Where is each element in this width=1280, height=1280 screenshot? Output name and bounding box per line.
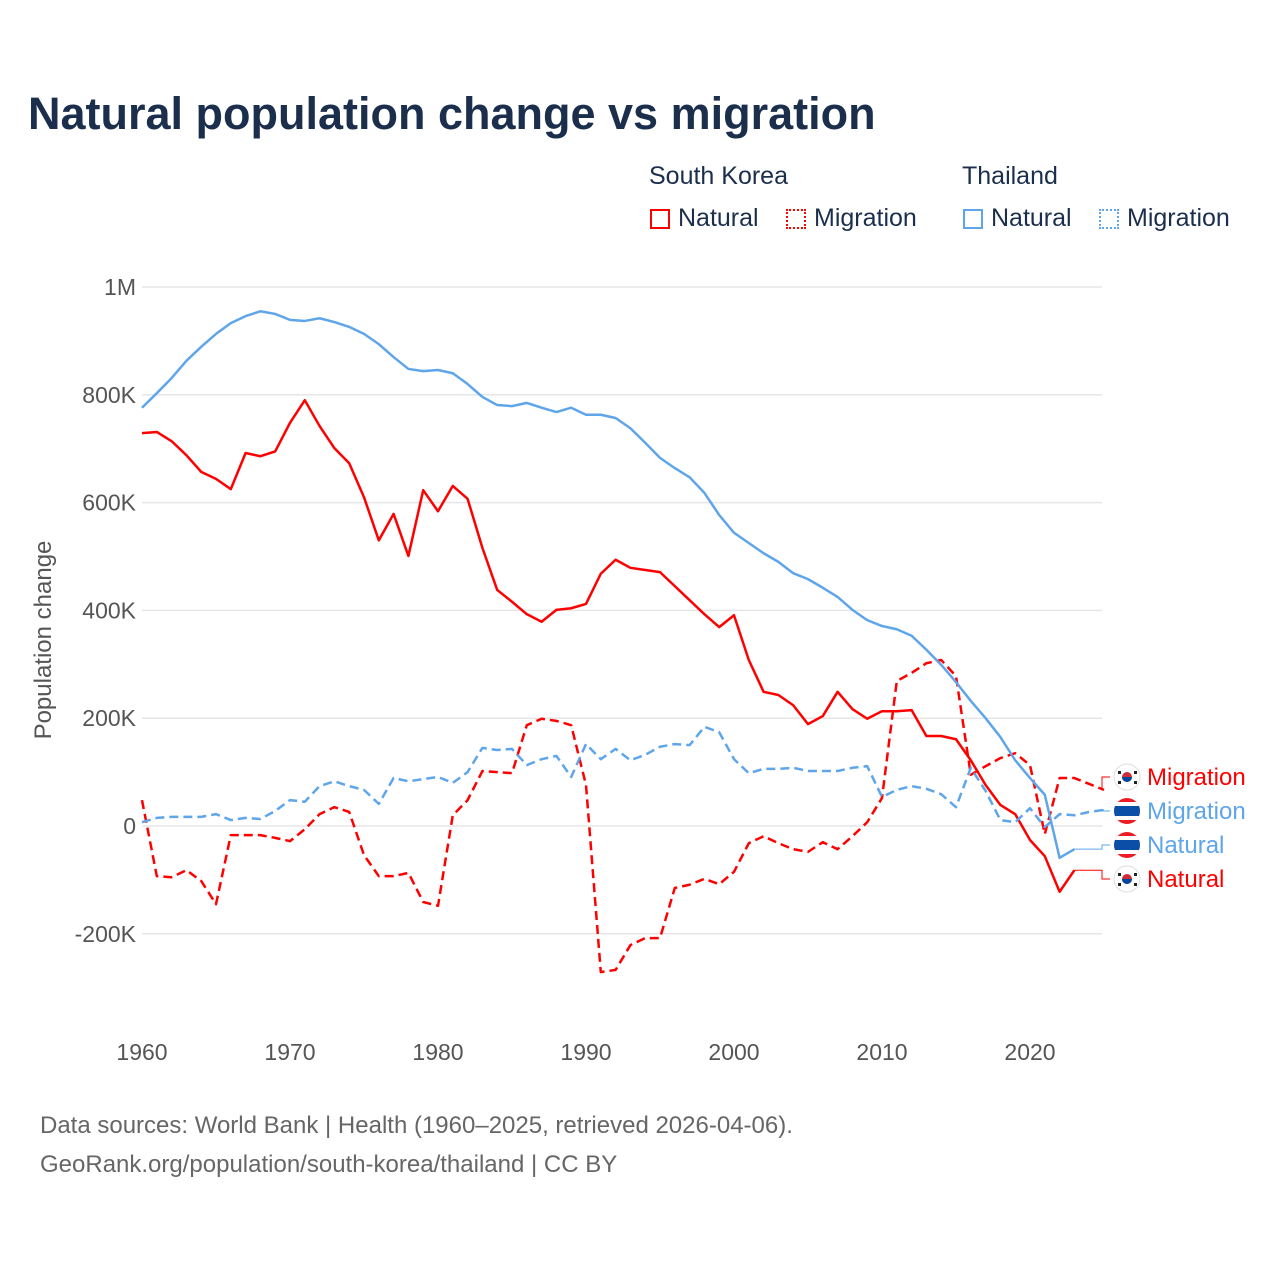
- label-connector: [1074, 869, 1110, 880]
- end-label: Natural: [1147, 832, 1224, 859]
- x-tick-label: 1960: [116, 1039, 167, 1065]
- dotted-line-swatch-icon: [786, 208, 806, 229]
- end-label: Migration: [1147, 798, 1246, 825]
- thailand-flag-icon: [1114, 832, 1140, 858]
- y-tick-label: 600K: [82, 490, 136, 516]
- legend-label: Natural: [678, 204, 759, 232]
- solid-line-swatch-icon: [963, 208, 983, 229]
- footer: Data sources: World Bank | Health (1960–…: [40, 1106, 793, 1184]
- legend-item-south-korea-migration[interactable]: Migration: [786, 204, 917, 233]
- y-tick-label: -200K: [75, 921, 137, 947]
- label-connector: [1074, 844, 1110, 850]
- series-line-thailand-migration[interactable]: [141, 725, 1105, 829]
- y-tick-label: 400K: [82, 597, 136, 623]
- end-label: Natural: [1147, 866, 1224, 893]
- legend-group-thailand: Thailand: [962, 162, 1058, 190]
- series-line-south-korea-natural[interactable]: [141, 398, 1076, 894]
- end-label: Migration: [1147, 764, 1246, 791]
- x-tick-label: 1990: [560, 1039, 611, 1065]
- y-axis-label: Population change: [30, 541, 57, 740]
- y-tick-label: 0: [123, 813, 136, 839]
- south-korea-flag-icon: [1113, 763, 1141, 791]
- thailand-flag-icon: [1114, 798, 1140, 824]
- legend-item-thailand-natural[interactable]: Natural: [963, 204, 1072, 233]
- dotted-line-swatch-icon: [1099, 208, 1119, 229]
- series-line-thailand-natural[interactable]: [141, 310, 1076, 860]
- y-tick-label: 1M: [104, 274, 136, 300]
- x-tick-label: 1980: [412, 1039, 463, 1065]
- attribution-link[interactable]: GeoRank.org/population/south-korea/thail…: [40, 1151, 618, 1178]
- solid-line-swatch-icon: [650, 208, 670, 229]
- south-korea-flag-icon: [1113, 865, 1141, 893]
- x-tick-label: 2010: [856, 1039, 907, 1065]
- x-tick-label: 1970: [264, 1039, 315, 1065]
- chart-title: Natural population change vs migration: [28, 88, 876, 139]
- x-tick-label: 2000: [708, 1039, 759, 1065]
- legend-label: Migration: [1127, 204, 1230, 232]
- label-connector: [1101, 809, 1110, 812]
- y-tick-label: 800K: [82, 382, 136, 408]
- legend-item-south-korea-natural[interactable]: Natural: [650, 204, 759, 233]
- y-tick-label: 200K: [82, 705, 136, 731]
- legend-item-thailand-migration[interactable]: Migration: [1099, 204, 1230, 233]
- series-line-south-korea-migration[interactable]: [140, 658, 1105, 974]
- data-sources: Data sources: World Bank | Health (1960–…: [40, 1112, 793, 1139]
- x-tick-label: 2020: [1004, 1039, 1055, 1065]
- legend-group-south-korea: South Korea: [649, 162, 788, 190]
- legend-label: Natural: [991, 204, 1072, 232]
- label-connector: [1101, 776, 1110, 791]
- legend-label: Migration: [814, 204, 917, 232]
